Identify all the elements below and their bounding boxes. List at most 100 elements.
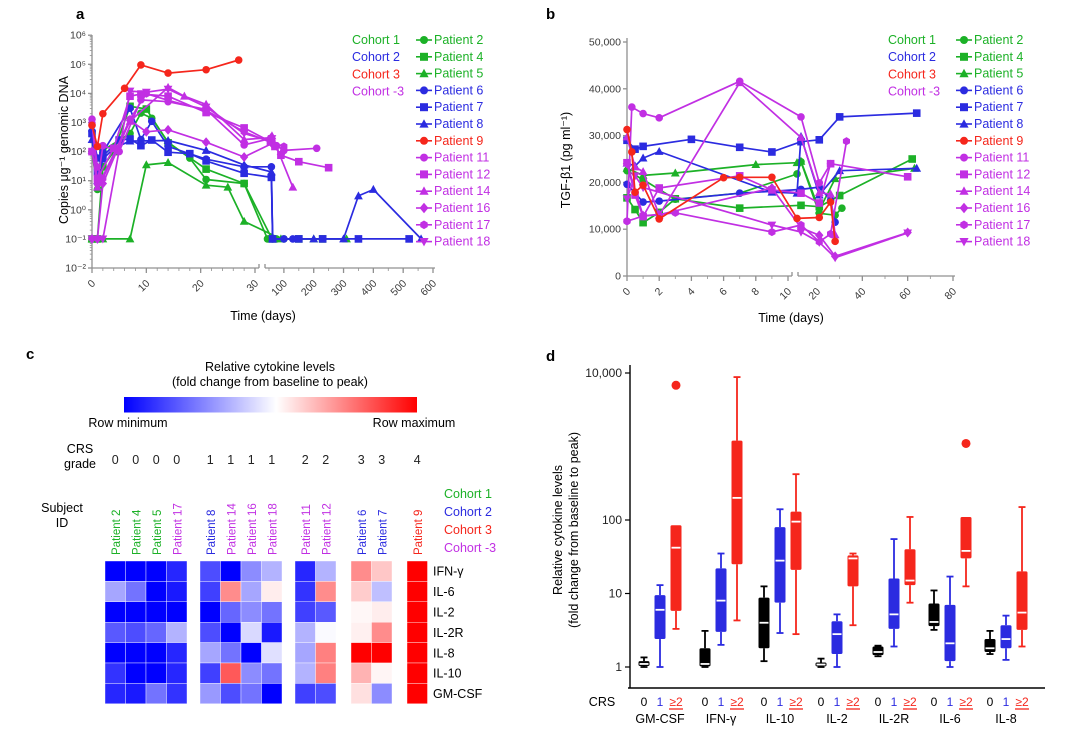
crs-category-label: 1 bbox=[891, 695, 898, 709]
legend-cohort-2: Cohort 2 bbox=[444, 505, 492, 519]
subject-column-label: Patient 18 bbox=[267, 503, 279, 555]
marker-square bbox=[109, 144, 118, 153]
y-tick-label: 50,000 bbox=[589, 37, 621, 49]
y-axis-title: TGF-β1 (pg ml⁻¹) bbox=[559, 112, 573, 208]
subject-column-label: Patient 7 bbox=[377, 510, 389, 555]
x-tick-label: 60 bbox=[897, 286, 914, 303]
heatmap-cell bbox=[294, 622, 316, 643]
marker-tridown bbox=[814, 238, 824, 247]
series-patient-6 bbox=[88, 104, 297, 243]
marker-circle bbox=[719, 173, 728, 182]
crs-category-label: ≥2 bbox=[959, 695, 973, 709]
box-IL-10-crs≥2 bbox=[790, 473, 802, 636]
crs-category-label: ≥2 bbox=[846, 695, 860, 709]
marker-tridown bbox=[419, 238, 429, 247]
x-tick-label: 8 bbox=[749, 286, 762, 299]
marker-triangle bbox=[239, 216, 249, 225]
heatmap-cell bbox=[371, 662, 393, 684]
marker-circle bbox=[234, 56, 243, 64]
series-patient-7 bbox=[88, 129, 413, 243]
heatmap-cell bbox=[240, 560, 262, 582]
marker-triangle bbox=[959, 68, 969, 78]
heatmap-cell bbox=[261, 642, 283, 664]
legend-item-patient-6: Patient 6 bbox=[956, 83, 1023, 97]
y-tick-label: 40,000 bbox=[589, 83, 621, 95]
cytokine-row-label: IFN-γ bbox=[433, 565, 464, 579]
marker-circle bbox=[420, 153, 428, 162]
y-tick-label: 10,000 bbox=[585, 366, 622, 380]
marker-circle bbox=[88, 121, 96, 130]
legend-patient-label: Patient 12 bbox=[974, 167, 1030, 181]
x-tick-label: 300 bbox=[329, 278, 350, 299]
x-tick-label: 30 bbox=[244, 278, 261, 295]
legend-item-patient-5: Patient 5 bbox=[956, 67, 1023, 81]
legend-item-patient-14: Patient 14 bbox=[956, 184, 1030, 198]
crs-grade-value: 0 bbox=[112, 453, 119, 467]
marker-circle bbox=[838, 204, 846, 212]
box-GM-CSF-crs0 bbox=[638, 656, 650, 668]
legend-patient-label: Patient 9 bbox=[974, 134, 1023, 148]
crs-category-label: ≥2 bbox=[1015, 695, 1029, 709]
box-body bbox=[790, 511, 802, 570]
heatmap-cell bbox=[166, 683, 188, 704]
marker-square bbox=[266, 137, 275, 146]
marker-circle bbox=[960, 136, 968, 145]
crs-category-label: 1 bbox=[1003, 695, 1010, 709]
color-scale-bar bbox=[124, 397, 417, 413]
legend-item-patient-14: Patient 14 bbox=[416, 184, 490, 198]
panel-c-heatmap: Relative cytokine levels(fold change fro… bbox=[41, 360, 496, 704]
marker-circle bbox=[631, 188, 639, 197]
legend-item-patient-2: Patient 2 bbox=[416, 33, 483, 47]
series-patient-5 bbox=[87, 158, 351, 243]
heatmap-cell bbox=[220, 581, 242, 602]
heatmap-cell bbox=[294, 642, 316, 664]
heatmap-cell bbox=[166, 642, 188, 664]
marker-triangle bbox=[638, 153, 648, 162]
heatmap-cell bbox=[220, 683, 242, 704]
cytokine-row-label: IL-6 bbox=[433, 585, 455, 599]
crs-grade-value: 3 bbox=[358, 453, 365, 467]
marker-square bbox=[324, 163, 333, 172]
heatmap-cell bbox=[166, 581, 188, 602]
heatmap-title-line1: Relative cytokine levels bbox=[205, 360, 335, 374]
marker-circle bbox=[628, 103, 636, 111]
box-body bbox=[670, 525, 682, 611]
crs-category-label: 0 bbox=[875, 695, 882, 709]
box-IFN-γ-crs1 bbox=[715, 552, 727, 646]
box-body bbox=[774, 527, 786, 603]
series-patient-18 bbox=[87, 85, 277, 244]
marker-triangle bbox=[239, 134, 249, 143]
heatmap-cell bbox=[104, 642, 126, 664]
heatmap-cell bbox=[125, 581, 147, 602]
box-IL-2R-crs1 bbox=[888, 538, 900, 648]
legend-cohort-4: Cohort -3 bbox=[888, 85, 940, 99]
heatmap-cell bbox=[406, 560, 428, 582]
marker-square bbox=[960, 103, 968, 112]
marker-circle bbox=[240, 141, 248, 149]
box-IL-6-crs≥2 bbox=[960, 438, 972, 588]
marker-circle bbox=[137, 96, 145, 104]
marker-tridown bbox=[796, 228, 806, 237]
x-tick-label: 2 bbox=[653, 286, 666, 299]
marker-circle bbox=[735, 173, 744, 182]
marker-circle bbox=[93, 142, 102, 151]
box-body bbox=[888, 578, 900, 629]
heatmap-cell bbox=[315, 642, 337, 664]
heatmap-cell bbox=[220, 642, 242, 664]
marker-square bbox=[115, 136, 123, 144]
marker-circle bbox=[960, 36, 968, 44]
marker-circle bbox=[655, 197, 663, 205]
marker-square bbox=[903, 172, 912, 181]
legend-patient-label: Patient 8 bbox=[974, 117, 1023, 131]
heatmap-cell bbox=[199, 581, 221, 602]
box-body bbox=[944, 604, 956, 662]
x-tick-label: 0 bbox=[86, 278, 99, 291]
crs-grade-label: CRS bbox=[67, 442, 93, 456]
heatmap-cell bbox=[240, 581, 262, 602]
crs-grade-value: 1 bbox=[268, 453, 275, 467]
x-tick-label: 40 bbox=[852, 286, 869, 303]
subject-column-label: Patient 12 bbox=[321, 503, 333, 555]
heatmap-cell bbox=[220, 560, 242, 582]
legend-patient-label: Patient 16 bbox=[434, 201, 490, 215]
marker-square bbox=[142, 105, 151, 113]
